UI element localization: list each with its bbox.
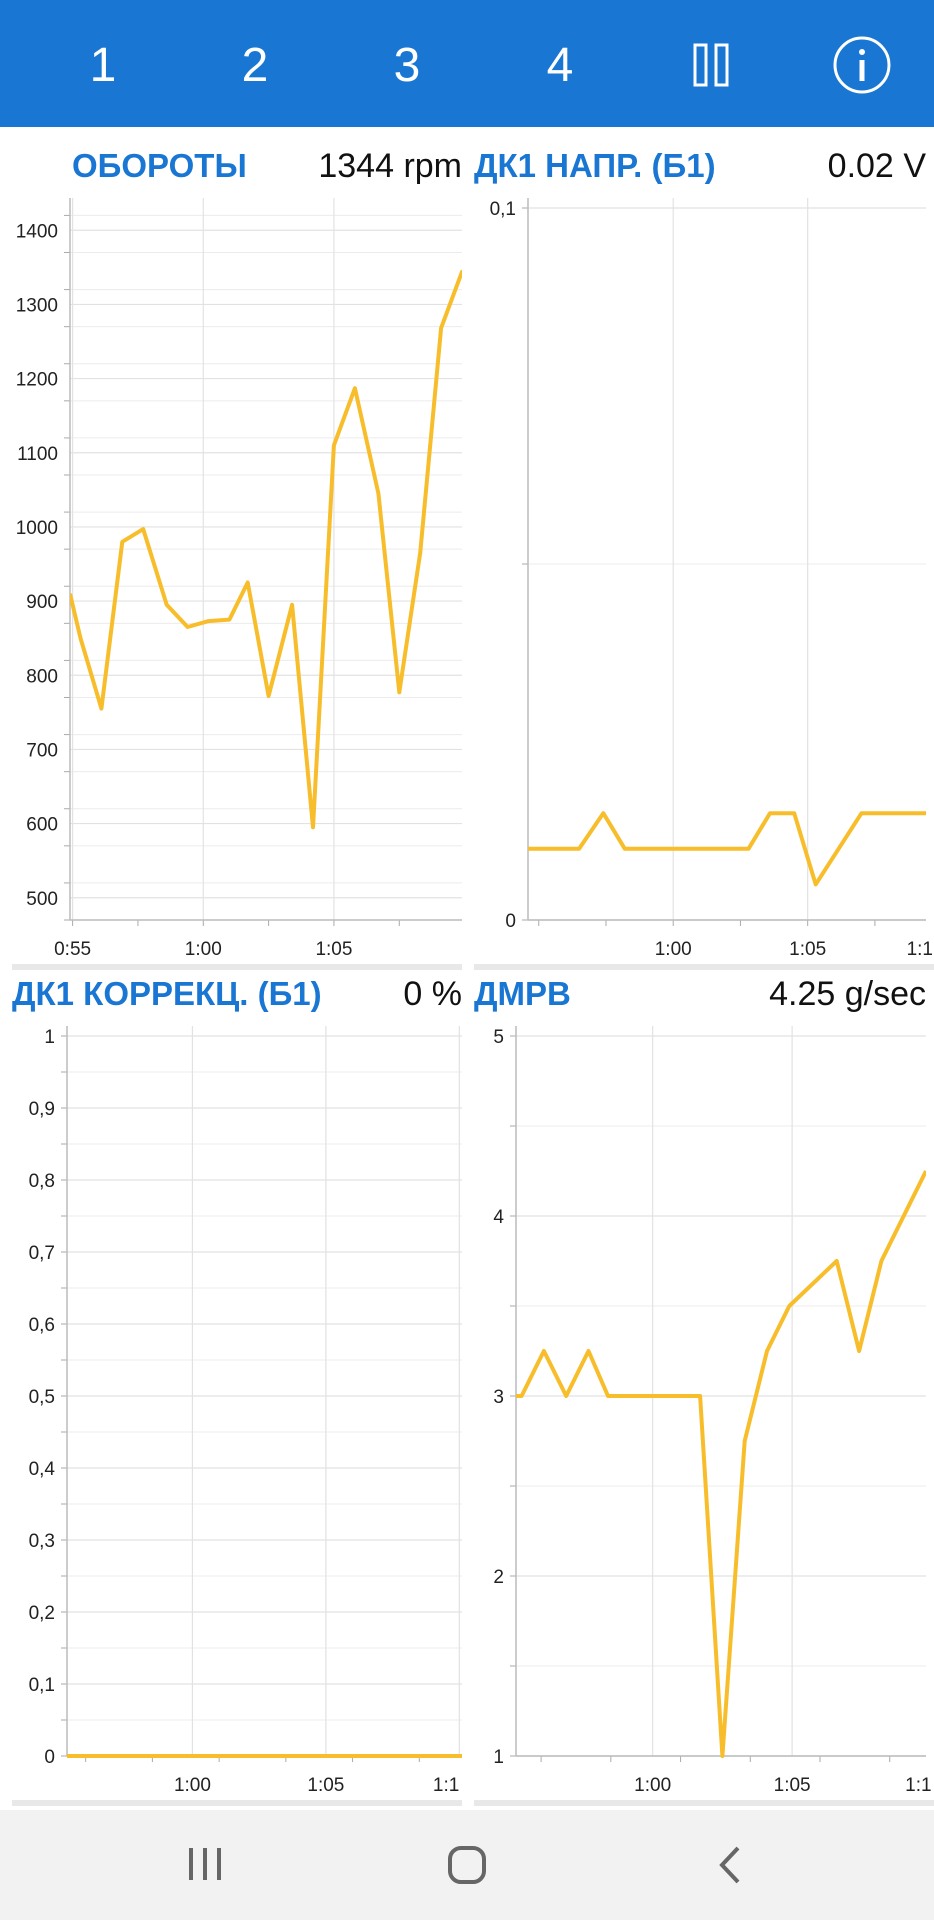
y-tick-label: 0,7: [29, 1243, 55, 1264]
x-tick-label: 1:00: [185, 939, 222, 960]
value-number: 0: [403, 974, 423, 1013]
tab-4[interactable]: 4: [546, 38, 574, 92]
series-line: [70, 269, 462, 830]
o2-correction-chart: 0 0,1 0,2 0,3 0,4 0,5 0,6 0,7 0,8 0,9 1 1:00 1:05 1:1: [12, 1026, 462, 1806]
panel-value: 4.25 g/sec: [769, 975, 926, 1014]
x-tick-label: 1:00: [174, 1775, 211, 1796]
y-tick-label: 1: [44, 1027, 55, 1048]
y-tick-label: 0,5: [29, 1387, 55, 1408]
y-tick-label: 1000: [16, 518, 58, 539]
value-number: 1344: [318, 146, 394, 185]
info-button[interactable]: [807, 30, 917, 100]
x-tick-label: 1:1: [433, 1775, 459, 1796]
panel-header-maf: ДМРВ 4.25 g/sec: [474, 971, 934, 1017]
panel-bottom-edge: [12, 1800, 462, 1806]
x-tick-label: 1:00: [655, 939, 692, 960]
home-button[interactable]: [426, 1830, 506, 1900]
panel-bottom-edge: [474, 964, 934, 970]
x-tick-label: 0:55: [54, 939, 91, 960]
y-tick-label: 0,4: [29, 1459, 56, 1480]
top-toolbar: 1 2 3 4: [0, 0, 934, 127]
panel-title: ДК1 НАПР. (Б1): [474, 147, 716, 184]
y-tick-label: 900: [26, 592, 58, 613]
x-tick-label: 1:1: [905, 1775, 931, 1796]
value-unit: rpm: [403, 146, 462, 185]
y-tick-label: 3: [493, 1387, 504, 1408]
y-tick-label: 700: [26, 740, 58, 761]
value-unit: V: [903, 146, 926, 185]
tab-1[interactable]: 1: [89, 38, 117, 92]
value-number: 0.02: [827, 146, 894, 185]
y-tick-label: 500: [26, 889, 58, 910]
recent-apps-icon: [189, 1848, 221, 1880]
panel-header-rpm: ОБОРОТЫ 1344 rpm: [72, 143, 462, 189]
pause-button[interactable]: [656, 30, 766, 100]
panel-header-o2-voltage: ДК1 НАПР. (Б1) 0.02 V: [474, 143, 934, 189]
home-icon: [448, 1846, 486, 1884]
back-icon: [719, 1846, 740, 1884]
y-tick-label: 1400: [16, 221, 58, 242]
tab-3[interactable]: 3: [393, 38, 421, 92]
panel-value: 0 %: [403, 975, 462, 1014]
y-tick-label: 0,2: [29, 1603, 55, 1624]
y-tick-label: 2: [493, 1567, 504, 1588]
recent-apps-button[interactable]: [165, 1830, 245, 1900]
y-tick-label: 0,8: [29, 1171, 55, 1192]
y-tick-label: 600: [26, 815, 58, 836]
x-tick-label: 1:05: [774, 1775, 811, 1796]
rpm-chart: 500 600 700 800 900 1000 1100 1200 1300 1400 0:55 1…: [12, 198, 462, 970]
value-unit: g/sec: [844, 974, 926, 1013]
y-tick-label: 0: [44, 1747, 55, 1768]
value-number: 4.25: [769, 974, 836, 1013]
system-navigation-bar: [0, 1810, 934, 1920]
y-tick-label: 0,6: [29, 1315, 55, 1336]
series-line: [528, 811, 926, 887]
pause-icon: [693, 43, 729, 87]
y-tick-label: 5: [493, 1027, 504, 1048]
y-tick-label: 0,1: [29, 1675, 55, 1696]
panel-value: 1344 rpm: [318, 147, 462, 186]
y-tick-label: 1300: [16, 295, 58, 316]
y-tick-label: 0,3: [29, 1531, 55, 1552]
y-tick-label: 1100: [17, 444, 58, 465]
y-tick-label: 800: [26, 666, 58, 687]
back-button[interactable]: [690, 1830, 770, 1900]
x-tick-label: 1:05: [307, 1775, 344, 1796]
x-tick-label: 1:05: [789, 939, 826, 960]
value-unit: %: [431, 974, 462, 1013]
y-tick-label: 0,9: [29, 1099, 55, 1120]
panel-header-o2-correction: ДК1 КОРРЕКЦ. (Б1) 0 %: [12, 971, 462, 1017]
series-line: [516, 1170, 926, 1758]
panel-value: 0.02 V: [828, 147, 926, 186]
o2-voltage-chart: 0 0,1 1:00 1:05 1:1: [474, 198, 934, 970]
tab-2[interactable]: 2: [241, 38, 269, 92]
y-tick-label: 0,1: [490, 199, 516, 220]
panel-bottom-edge: [12, 964, 462, 970]
y-tick-label: 1200: [16, 370, 58, 391]
panel-title: ДМРВ: [474, 975, 571, 1012]
x-tick-label: 1:05: [315, 939, 352, 960]
info-icon: [833, 36, 891, 94]
x-tick-label: 1:00: [634, 1775, 671, 1796]
panel-bottom-edge: [474, 1800, 934, 1806]
y-tick-label: 4: [493, 1207, 504, 1228]
panel-title: ОБОРОТЫ: [72, 147, 247, 184]
y-tick-label: 1: [493, 1747, 504, 1768]
x-tick-label: 1:1: [907, 939, 933, 960]
panel-title: ДК1 КОРРЕКЦ. (Б1): [12, 975, 322, 1012]
y-tick-label: 0: [505, 911, 516, 932]
maf-chart: 1 2 3 4 5 1:00 1:05 1:1: [474, 1026, 934, 1806]
